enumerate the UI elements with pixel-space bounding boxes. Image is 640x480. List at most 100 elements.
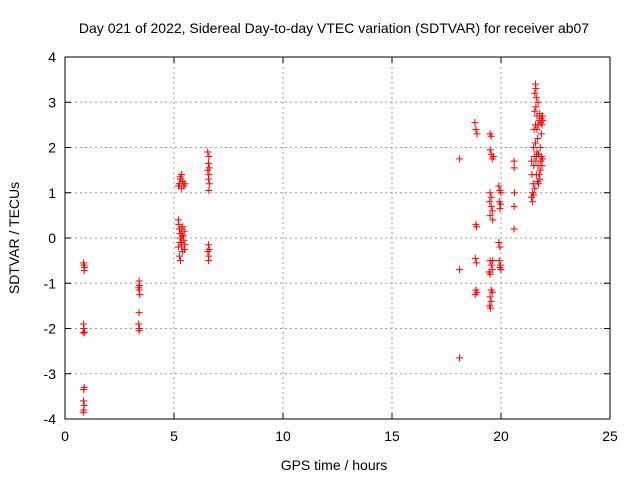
data-point [532, 103, 540, 111]
data-point [175, 252, 183, 260]
grid-lines [65, 57, 610, 419]
data-point [530, 191, 538, 199]
data-point [472, 125, 480, 133]
data-point [534, 134, 542, 142]
data-point [487, 202, 495, 210]
data-point [80, 325, 88, 332]
data-point [176, 173, 184, 181]
y-tick-label: 2 [48, 140, 56, 156]
data-point [529, 180, 537, 188]
data-point [530, 153, 538, 161]
data-point [530, 144, 538, 151]
data-point [180, 245, 188, 253]
data-point [135, 320, 143, 328]
data-point [204, 257, 212, 265]
data-point [471, 119, 479, 127]
y-tick-label: 3 [48, 94, 56, 110]
y-tick-label: -2 [44, 321, 57, 337]
y-tick-label: -1 [44, 275, 57, 291]
data-point [489, 153, 497, 161]
data-point [486, 146, 494, 154]
data-point [487, 304, 495, 312]
data-point [204, 175, 212, 183]
data-point [538, 162, 546, 170]
data-point [80, 397, 88, 405]
data-point [178, 232, 186, 240]
data-point [495, 182, 503, 190]
data-point [531, 139, 539, 147]
data-point [533, 125, 541, 133]
data-point [486, 198, 494, 206]
data-point [79, 329, 87, 337]
data-point [496, 205, 504, 213]
data-point [534, 177, 542, 185]
data-point [178, 184, 186, 192]
axis-ticks: 0 5 10 15 20 25 -4 -3 -2 -1 0 1 2 3 4 [44, 49, 618, 444]
data-point [204, 248, 212, 256]
data-point [489, 257, 497, 265]
y-tick-label: 0 [48, 230, 56, 246]
data-point [204, 241, 212, 249]
x-tick-label: 10 [275, 428, 291, 444]
data-point [456, 354, 464, 362]
data-point [532, 171, 540, 179]
x-axis-label: GPS time / hours [281, 457, 388, 473]
data-point [532, 157, 540, 165]
data-point [534, 98, 542, 106]
data-point [205, 153, 213, 161]
data-point [510, 225, 518, 233]
data-point [473, 223, 481, 231]
data-point [529, 198, 537, 206]
data-point [497, 189, 505, 197]
data-point [181, 180, 189, 188]
x-tick-label: 15 [384, 428, 400, 444]
data-point [205, 186, 213, 194]
data-point [489, 216, 497, 224]
data-point [497, 266, 505, 274]
data-point [531, 89, 539, 97]
x-tick-label: 5 [170, 428, 178, 444]
data-point [175, 220, 183, 228]
data-point [510, 202, 518, 210]
data-point [495, 239, 503, 247]
y-tick-label: -4 [44, 411, 57, 427]
data-point [531, 121, 539, 129]
data-point [81, 328, 89, 336]
data-point [534, 150, 542, 158]
data-point [180, 236, 188, 244]
data-point [536, 166, 544, 174]
data-point [486, 189, 494, 197]
data-point [80, 267, 88, 275]
data-point [487, 261, 495, 269]
x-tick-label: 25 [602, 428, 618, 444]
data-point [510, 164, 518, 172]
data-point [204, 148, 212, 156]
data-point [487, 132, 495, 140]
data-points [79, 80, 547, 416]
data-point [177, 257, 185, 265]
data-point [537, 130, 545, 138]
data-point [486, 270, 494, 278]
y-axis-label: SDTVAR / TECUs [6, 182, 22, 294]
data-point [537, 119, 545, 127]
data-point [174, 243, 182, 251]
y-tick-label: -3 [44, 366, 57, 382]
data-point [136, 291, 144, 299]
data-point [205, 180, 213, 188]
data-point [536, 144, 544, 151]
data-point [495, 257, 503, 265]
x-tick-label: 20 [493, 428, 509, 444]
y-tick-label: 1 [48, 185, 56, 201]
data-point [486, 211, 494, 219]
data-point [471, 291, 479, 299]
data-point [488, 288, 496, 296]
data-point [486, 293, 494, 301]
data-point [510, 157, 518, 165]
data-point [456, 266, 464, 274]
data-point [488, 207, 496, 215]
data-point [204, 159, 212, 167]
data-point [487, 297, 495, 305]
data-point [135, 327, 143, 335]
data-point [473, 130, 481, 138]
data-point [531, 184, 539, 192]
